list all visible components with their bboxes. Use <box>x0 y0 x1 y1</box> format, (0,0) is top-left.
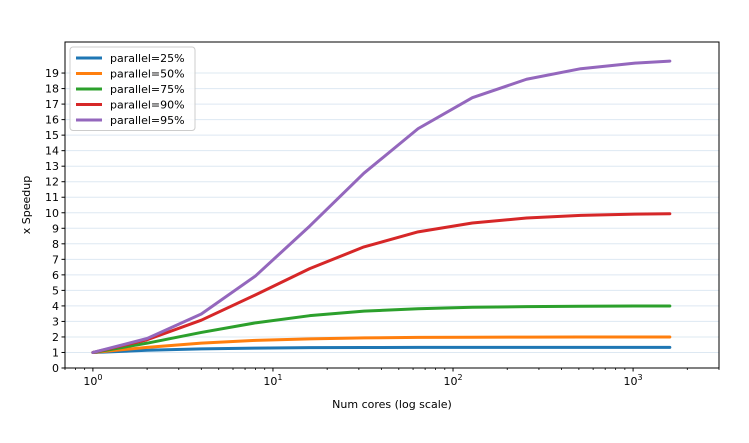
y-tick-label: 18 <box>45 83 59 96</box>
legend: parallel=25% parallel=50% parallel=75% para… <box>69 46 196 131</box>
y-tick-label: 8 <box>52 238 59 251</box>
y-tick-label: 15 <box>45 129 59 142</box>
y-axis-label: x Speedup <box>20 176 33 234</box>
plot-frame <box>64 41 720 369</box>
legend-box <box>69 46 196 131</box>
y-tick-label: 12 <box>45 176 59 189</box>
legend-label: parallel=95% <box>110 114 185 127</box>
x-tick-label: 100 <box>83 373 102 388</box>
series-lines <box>91 59 672 354</box>
series-line-5 <box>91 59 672 354</box>
y-tick-label: 3 <box>52 315 59 328</box>
y-tick-label: 11 <box>45 191 59 204</box>
y-tick-label: 7 <box>52 253 59 266</box>
y-tick-label: 13 <box>45 160 59 173</box>
y-tick-label: 14 <box>45 145 59 158</box>
y-tick-label: 9 <box>52 222 59 235</box>
y-tick-label: 16 <box>45 114 59 127</box>
y-tick-label: 1 <box>52 346 59 359</box>
legend-label: parallel=50% <box>110 68 185 81</box>
y-tick-label: 17 <box>45 98 59 111</box>
legend-label: parallel=75% <box>110 83 185 96</box>
y-tick-label: 5 <box>52 284 59 297</box>
x-tick-label: 101 <box>263 373 282 388</box>
legend-label: parallel=90% <box>110 99 185 112</box>
x-tick-label: 102 <box>443 373 462 388</box>
y-tick-label: 2 <box>52 331 59 344</box>
series-line-1 <box>91 345 672 354</box>
x-axis: 100 101 102 103 <box>64 368 720 388</box>
x-axis-label: Num cores (log scale) <box>332 398 452 411</box>
legend-label: parallel=25% <box>110 52 185 65</box>
series-line-4 <box>91 212 672 354</box>
y-tick-label: 19 <box>45 67 59 80</box>
y-tick-label: 6 <box>52 269 59 282</box>
series-line-2 <box>91 335 672 354</box>
x-tick-label: 103 <box>624 373 643 388</box>
grid <box>65 72 719 369</box>
y-tick-label: 0 <box>52 362 59 375</box>
y-tick-label: 4 <box>52 300 59 313</box>
y-tick-label: 10 <box>45 207 59 220</box>
series-line-3 <box>91 304 672 354</box>
